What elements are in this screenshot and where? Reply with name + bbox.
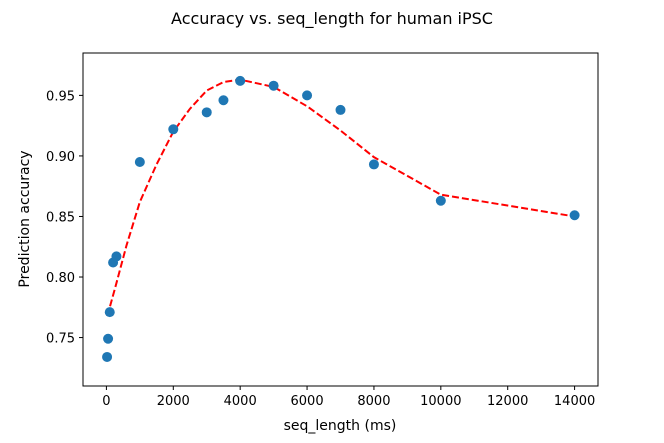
plot-frame [82,52,599,387]
y-axis: 0.75 0.80 0.85 0.90 0.95 [46,89,83,347]
data-point [268,80,279,91]
x-tick-label: 14000 [554,394,595,409]
y-tick-label: 0.80 [46,271,75,286]
x-axis: 0 2000 4000 6000 8000 10000 12000 14000 [102,386,595,409]
y-tick-label: 0.95 [46,89,75,104]
data-point [569,210,580,221]
data-point [368,159,379,170]
data-point [111,251,122,262]
y-axis-label: Prediction accuracy [17,150,33,287]
plot-area [102,75,580,362]
data-point [235,75,246,86]
data-point [134,156,145,167]
x-axis-label: seq_length (ms) [284,418,397,434]
data-point [104,307,115,318]
data-point [102,351,113,362]
x-tick-label: 4000 [224,394,257,409]
x-tick-label: 2000 [157,394,190,409]
y-tick-label: 0.85 [46,210,75,225]
x-tick-label: 8000 [357,394,390,409]
data-point [218,95,229,106]
x-tick-label: 12000 [487,394,528,409]
chart-title: Accuracy vs. seq_length for human iPSC [171,9,493,29]
x-tick-label: 6000 [291,394,324,409]
data-point [201,107,212,118]
x-tick-label: 10000 [420,394,461,409]
data-point [168,124,179,135]
data-point [435,195,446,206]
fit-line [106,78,575,317]
data-point [103,333,114,344]
data-point [335,104,346,115]
x-tick-label: 0 [102,394,110,409]
y-tick-label: 0.90 [46,150,75,165]
data-point [302,90,313,101]
y-tick-label: 0.75 [46,332,75,347]
